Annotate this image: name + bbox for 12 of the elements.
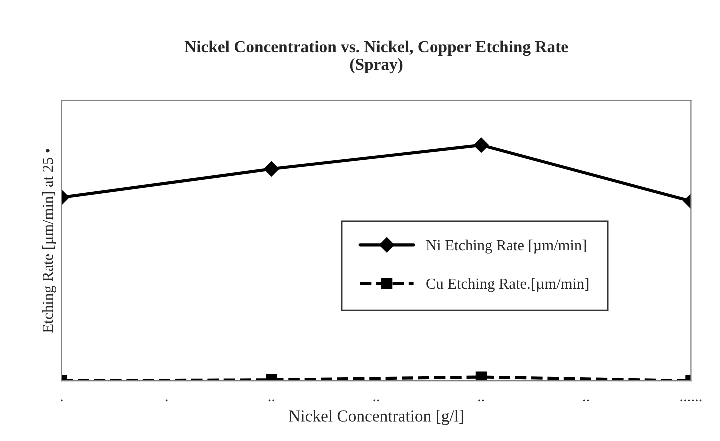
chart-title: Nickel Concentration vs. Nickel, Copper Etching Rate (Spray) <box>184 40 568 74</box>
x-axis-title: Nickel Concentration [g/l] <box>289 410 464 426</box>
x-tick-label: .. <box>584 400 590 402</box>
x-tick-label: ...... <box>680 400 702 402</box>
legend-label: Cu Etching Rate.[µm/min] <box>426 278 589 292</box>
x-tick-label: . <box>166 400 168 402</box>
y-axis-title: Etching Rate [µm/min] at 25 • <box>42 149 56 333</box>
legend-label: Ni Etching Rate [µm/min] <box>426 240 586 254</box>
x-tick-label: .. <box>268 400 274 402</box>
x-tick-label: .. <box>374 400 380 402</box>
x-tick-label: .. <box>478 400 484 402</box>
x-tick-label: . <box>61 400 63 402</box>
